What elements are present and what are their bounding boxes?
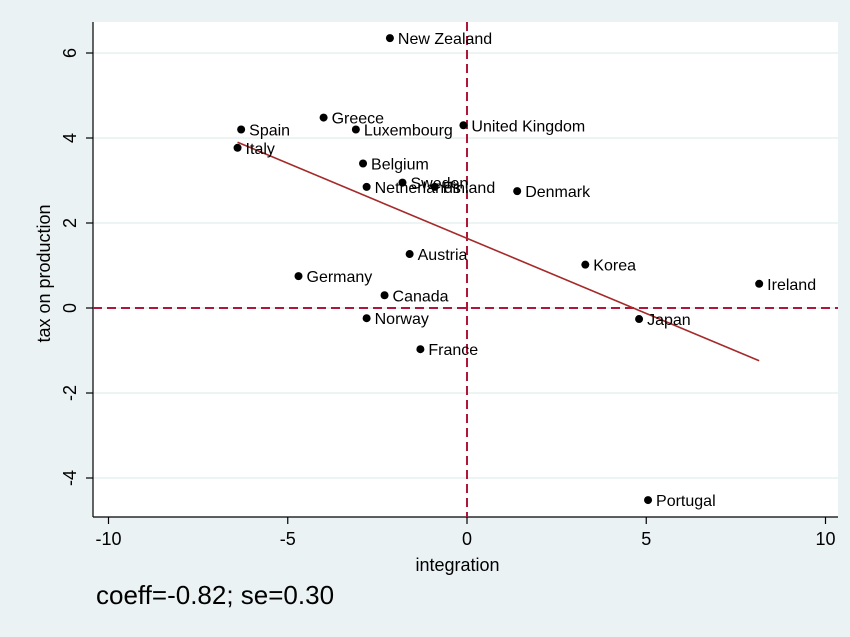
data-point — [398, 178, 407, 187]
x-tick-label: -5 — [280, 529, 296, 549]
regression-note: coeff=-0.82; se=0.30 — [96, 580, 335, 610]
y-axis-title: tax on production — [34, 204, 54, 342]
plot-area — [93, 22, 838, 517]
x-tick-label: 5 — [641, 529, 651, 549]
point-label: Finland — [443, 180, 495, 197]
point-label: Belgium — [371, 157, 429, 174]
data-point — [380, 291, 389, 300]
point-label: Ireland — [767, 277, 816, 294]
y-tick-label: -4 — [60, 470, 80, 486]
data-point — [459, 121, 468, 130]
y-tick-label: 6 — [60, 48, 80, 58]
data-point — [359, 159, 368, 168]
data-point — [581, 260, 590, 269]
data-point — [385, 34, 394, 43]
point-label: Denmark — [525, 184, 591, 201]
data-point — [362, 314, 371, 323]
point-label: Portugal — [656, 493, 716, 510]
data-point — [513, 187, 522, 196]
point-label: Japan — [647, 312, 691, 329]
point-label: Korea — [593, 258, 636, 275]
data-point — [405, 250, 414, 259]
data-point — [416, 345, 425, 354]
point-label: Greece — [332, 111, 385, 128]
data-point — [644, 496, 653, 505]
point-label: United Kingdom — [471, 118, 585, 135]
data-point — [635, 315, 644, 324]
data-point — [351, 125, 360, 134]
x-axis-title: integration — [415, 555, 499, 575]
x-tick-label: 0 — [462, 529, 472, 549]
data-point — [294, 272, 303, 281]
point-label: Norway — [375, 311, 429, 328]
point-label: Sweden — [410, 176, 468, 193]
point-label: Canada — [393, 288, 449, 305]
point-label: Luxembourg — [364, 123, 453, 140]
data-point — [319, 113, 328, 122]
point-label: Germany — [307, 269, 373, 286]
data-point — [430, 182, 439, 191]
fit-line — [237, 141, 760, 362]
data-point — [237, 125, 246, 134]
y-tick-label: -2 — [60, 385, 80, 401]
data-point — [233, 143, 242, 152]
x-tick-label: -10 — [95, 529, 121, 549]
point-label: New Zealand — [398, 31, 492, 48]
point-label: France — [428, 342, 478, 359]
point-label: Spain — [249, 123, 290, 140]
data-point — [362, 182, 371, 191]
y-tick-label: 4 — [60, 133, 80, 143]
point-label: Netherlands — [375, 180, 461, 197]
point-label: Austria — [418, 247, 468, 264]
point-label: Italy — [246, 141, 275, 158]
x-tick-label: 10 — [815, 529, 835, 549]
y-tick-label: 2 — [60, 218, 80, 228]
data-point — [755, 279, 764, 288]
y-tick-label: 0 — [60, 303, 80, 313]
